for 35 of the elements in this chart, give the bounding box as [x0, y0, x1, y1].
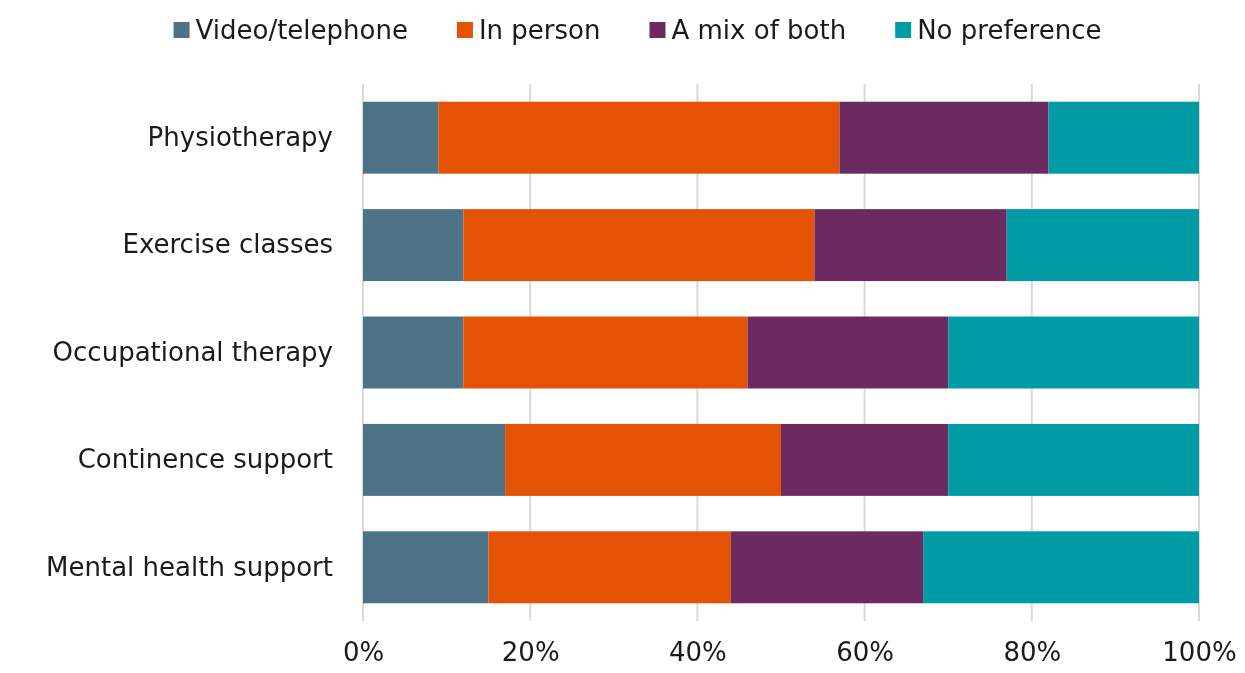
y-tick-label: Occupational therapy — [52, 336, 333, 367]
bar — [463, 316, 748, 389]
y-tick-label: Physiotherapy — [147, 122, 333, 153]
legend-label: No preference — [917, 15, 1102, 46]
bar — [505, 423, 781, 496]
legend-label: In person — [478, 15, 601, 46]
legend-label: Video/telephone — [195, 15, 408, 46]
y-tick-label: Mental health support — [46, 551, 333, 582]
bar — [1048, 101, 1199, 174]
legend-label: A mix of both — [671, 15, 847, 46]
bar — [363, 423, 506, 496]
bar — [747, 316, 949, 389]
bar — [948, 423, 1199, 496]
bar — [730, 531, 924, 604]
bar — [923, 531, 1199, 604]
y-tick-label: Exercise classes — [122, 229, 333, 260]
x-tick-label: 100% — [1162, 637, 1237, 668]
x-tick-label: 80% — [1003, 637, 1062, 668]
bar — [781, 423, 949, 496]
bar — [363, 531, 489, 604]
x-tick-label: 60% — [836, 637, 894, 668]
y-tick-label: Continence support — [77, 444, 333, 475]
bar — [1006, 209, 1199, 282]
bar — [814, 209, 1007, 282]
bar — [488, 531, 731, 604]
bar — [363, 209, 464, 282]
x-tick-label: 0% — [342, 637, 385, 668]
bar — [463, 209, 815, 282]
x-tick-label: 20% — [501, 637, 560, 668]
x-tick-label: 40% — [669, 637, 727, 668]
bar — [363, 316, 464, 389]
bar — [839, 101, 1049, 174]
bar — [948, 316, 1199, 389]
bar — [363, 101, 439, 174]
bar — [438, 101, 840, 174]
